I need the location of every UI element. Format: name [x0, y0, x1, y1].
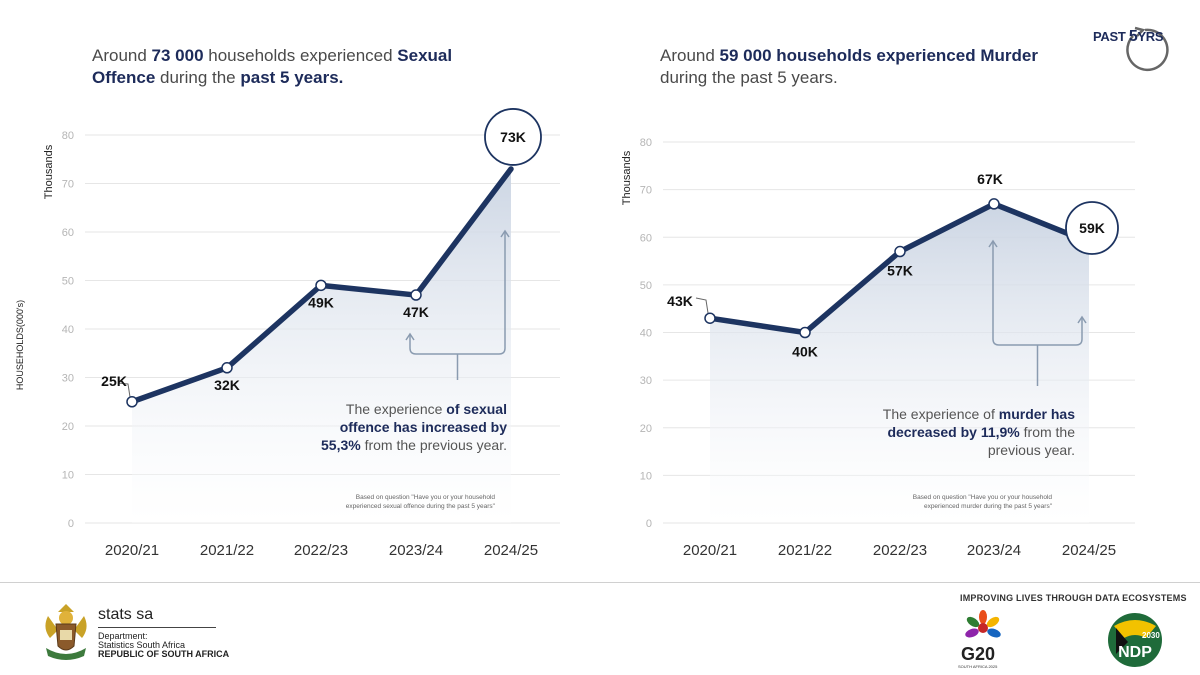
ndp-2030-logo: 2030 NDP	[1108, 613, 1162, 667]
chart-murder-y-tick-label: 60	[640, 232, 652, 244]
chart-sexual-offence-x-tick-label: 2021/22	[200, 542, 254, 559]
chart-murder-y-tick-label: 40	[640, 328, 652, 340]
coat-of-arms-icon	[45, 604, 87, 660]
chart-sexual-offence-point-2021/22	[221, 362, 233, 374]
chart-murder-data-label-2022/23: 57K	[887, 263, 913, 279]
chart-sexual-offence-x-tick-label: 2024/25	[484, 542, 538, 559]
chart-sexual-offence-data-label-2020/21: 25K	[101, 373, 127, 389]
chart-murder-x-tick-label: 2021/22	[778, 542, 832, 559]
chart-sexual-offence-y-tick-label: 30	[62, 373, 74, 385]
chart-sexual-offence-annotation-line-1: The experience of sexual	[346, 401, 507, 417]
chart-murder-data-label-2024/25: 59K	[1079, 220, 1105, 236]
chart-murder-point-2020/21	[704, 312, 716, 324]
chart-murder-x-tick-label: 2022/23	[873, 542, 927, 559]
chart-murder-annotation-line-1: The experience of murder has	[883, 406, 1075, 422]
chart-sexual-offence-arrowhead-previous	[405, 332, 415, 341]
chart-sexual-offence-y-tick-label: 50	[62, 276, 74, 288]
chart-sexual-offence-y-tick-label: 40	[62, 324, 74, 336]
chart-murder-source-note: experienced murder during the past 5 yea…	[924, 503, 1053, 510]
chart-murder-arrowhead-current	[1077, 315, 1087, 324]
chart-murder-y-axis-label: Thousands	[621, 150, 633, 205]
chart-sexual-offence-arrowhead-current	[500, 229, 510, 238]
chart-murder-y-tick-label: 20	[640, 423, 652, 435]
chart-sexual-offence-x-tick-label: 2023/24	[389, 542, 443, 559]
chart-murder-arrowhead-previous	[988, 239, 998, 248]
chart-sexual-offence-data-label-2023/24: 47K	[403, 304, 429, 320]
chart-murder-data-label-2020/21: 43K	[667, 293, 693, 309]
chart-murder-area	[710, 203, 1089, 523]
g20-text: G20	[961, 644, 996, 664]
g20-flower-icon	[965, 610, 1001, 638]
chart-sexual-offence-y-tick-label: 70	[62, 179, 74, 191]
country-name: REPUBLIC OF SOUTH AFRICA	[98, 649, 230, 659]
cycle-arrow-icon	[1126, 26, 1169, 72]
chart-murder-y-tick-label: 80	[640, 137, 652, 149]
chart-murder-highlight-bubble	[1065, 201, 1119, 255]
chart-sexual-offence-label-leader	[117, 382, 131, 398]
chart-murder-y-tick-label: 0	[646, 518, 652, 530]
chart-murder-y-tick-label: 70	[640, 185, 652, 197]
chart-sexual-offence-area	[132, 168, 511, 523]
badge-text: PAST 5YRS	[1093, 28, 1164, 45]
chart-murder-point-2022/23	[894, 245, 906, 258]
chart-murder: 0 10 20 30 40 50 60 70 80 Thousands 43K 40K 57K 67K 59…	[621, 137, 1135, 559]
org-name: stats sa	[98, 606, 154, 623]
chart-sexual-offence-point-2020/21	[126, 396, 138, 408]
chart-sexual-offence-point-2022/23	[315, 279, 327, 292]
statssa-logo: stats sa Department: Statistics South Af…	[38, 600, 238, 665]
chart-murder-source-note: Based on question "Have you or your hous…	[913, 494, 1053, 501]
chart-sexual-offence-y-tick-label: 0	[68, 518, 74, 530]
dept-line-1: Department:	[98, 631, 148, 641]
chart-murder-data-label-2023/24: 67K	[977, 171, 1003, 187]
chart-murder-point-2023/24	[988, 198, 1000, 210]
chart-murder-x-tick-label: 2020/21	[683, 542, 737, 559]
chart-sexual-offence-point-2023/24	[410, 289, 422, 301]
chart-sexual-offence-source-note: Based on question "Have you or your hous…	[356, 494, 496, 501]
chart-sexual-offence: 0 10 20 30 40 50 60 70 80 Thousands HOUSEHOLDS(000…	[15, 108, 560, 559]
chart-sexual-offence-y-tick-label: 10	[62, 470, 74, 482]
chart-murder-y-tick-label: 30	[640, 375, 652, 387]
chart-sexual-offence-data-label-2022/23: 49K	[308, 294, 334, 310]
chart-sexual-offence-y-tick-label: 20	[62, 421, 74, 433]
chart-sexual-offence-source-note: experienced sexual offence during the pa…	[346, 503, 496, 510]
chart-sexual-offence-x-tick-label: 2020/21	[105, 542, 159, 559]
chart-sexual-offence-y-axis-label: Thousands	[43, 144, 55, 199]
g20-subtext: SOUTH AFRICA 2025	[958, 664, 998, 669]
org-divider	[98, 627, 216, 628]
dept-line-2: Statistics South Africa	[98, 640, 186, 650]
chart-murder-x-tick-label: 2023/24	[967, 542, 1021, 559]
chart-murder-annotation-line-2: decreased by 11,9% from the	[887, 424, 1075, 440]
chart-sexual-offence-side-label: HOUSEHOLDS(000's)	[15, 300, 25, 390]
chart-sexual-offence-highlight-bubble	[484, 108, 542, 166]
chart-murder-y-tick-label: 10	[640, 470, 652, 482]
chart-sexual-offence-data-label-2021/22: 32K	[214, 377, 240, 393]
chart-sexual-offence-annotation-line-3: 55,3% from the previous year.	[321, 437, 507, 453]
charts-canvas: 0 10 20 30 40 50 60 70 80 Thousands HOUSEHOLDS(000…	[15, 108, 1135, 559]
past-5-years-badge: PAST 5YRS	[1093, 22, 1173, 72]
chart-sexual-offence-y-tick-label: 60	[62, 227, 74, 239]
headline-murder: Around 59 000 households experienced Mur…	[660, 46, 1038, 87]
chart-sexual-offence-y-tick-label: 80	[62, 130, 74, 142]
chart-sexual-offence-annotation-line-2: offence has increased by	[340, 419, 508, 435]
chart-murder-point-2021/22	[799, 326, 811, 339]
g20-logo: G20 SOUTH AFRICA 2025	[953, 610, 1013, 670]
ndp-year: 2030	[1142, 631, 1160, 640]
chart-murder-x-tick-label: 2024/25	[1062, 542, 1116, 559]
chart-sexual-offence-x-tick-label: 2022/23	[294, 542, 348, 559]
chart-murder-annotation-line-3: previous year.	[988, 442, 1075, 458]
headline-sexual-offence: Around 73 000 households experienced Sex…	[92, 46, 453, 87]
chart-murder-label-leader	[695, 297, 709, 314]
ndp-text: NDP	[1118, 644, 1152, 661]
chart-murder-data-label-2021/22: 40K	[792, 344, 818, 360]
chart-murder-y-tick-label: 50	[640, 280, 652, 292]
footer-divider	[0, 582, 1200, 583]
tagline: IMPROVING LIVES THROUGH DATA ECOSYSTEMS	[960, 593, 1187, 603]
chart-sexual-offence-data-label-2024/25: 73K	[500, 129, 526, 145]
